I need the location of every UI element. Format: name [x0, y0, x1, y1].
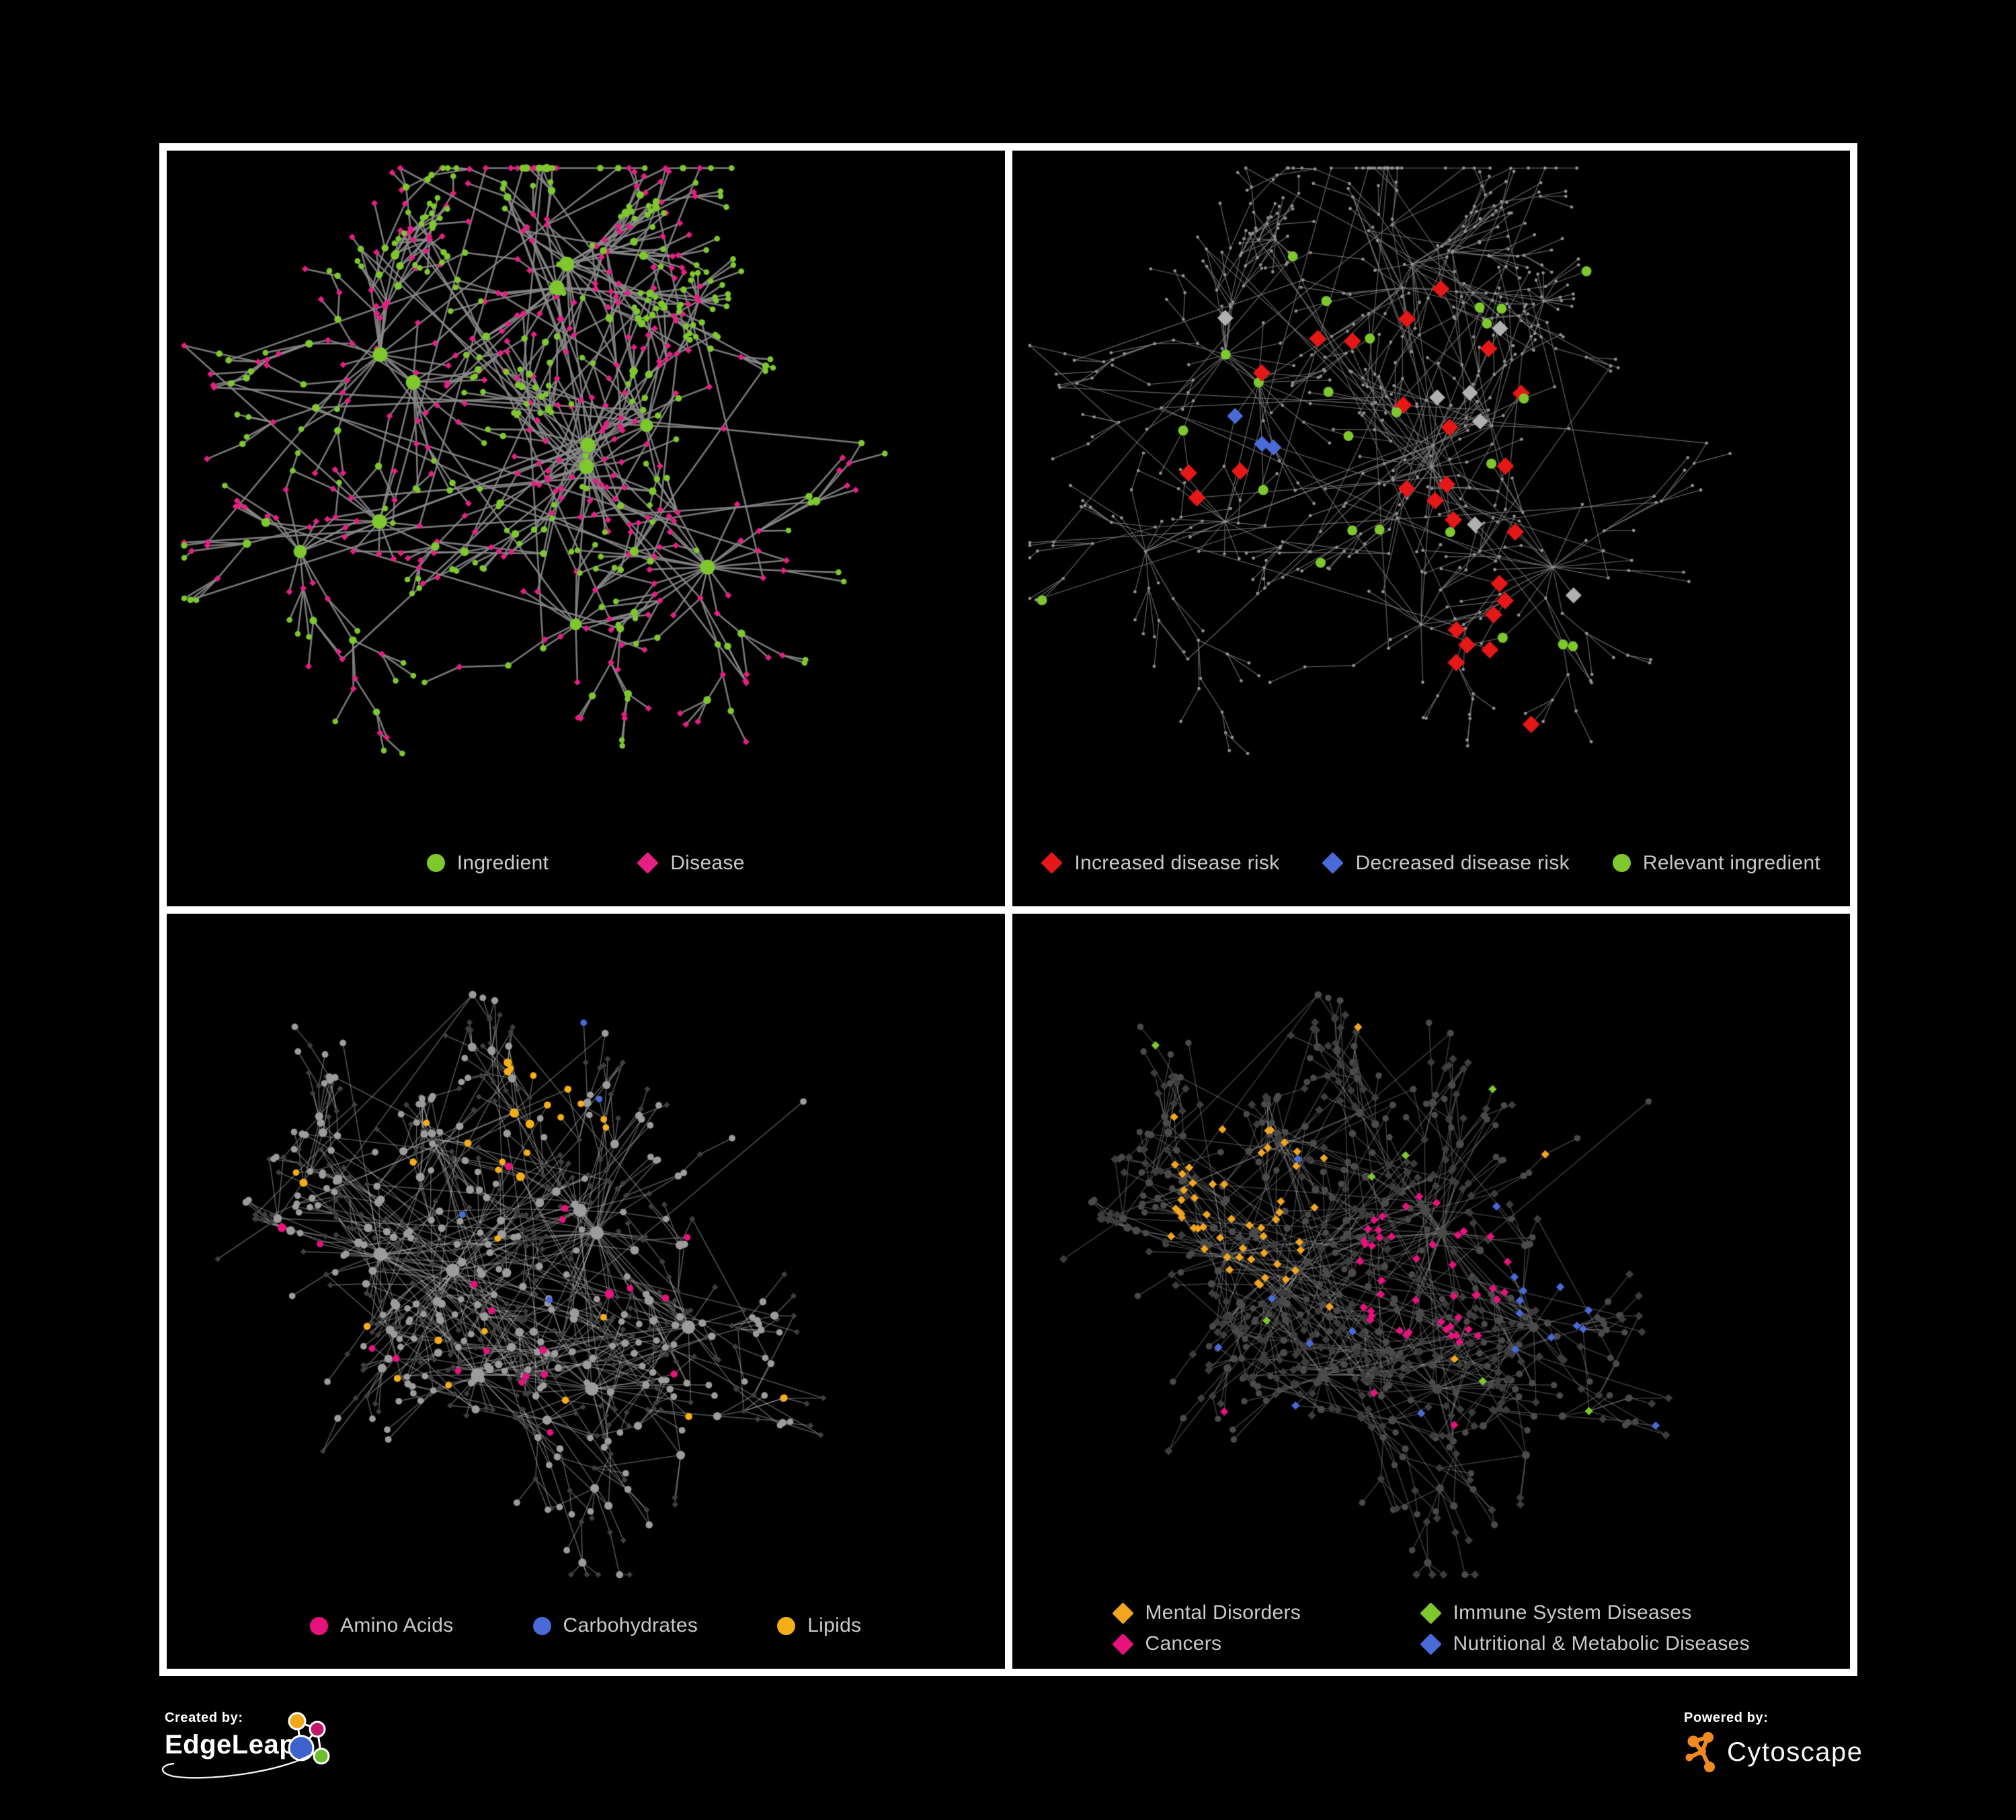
circle-marker	[777, 1616, 796, 1635]
created-by-label: Created by:	[165, 1710, 243, 1725]
circle-marker	[1612, 854, 1631, 872]
diamond-marker	[1419, 1632, 1442, 1655]
panel-ingredient-disease: Ingredient Disease	[167, 151, 1005, 906]
disease-class-network-canvas	[1012, 913, 1850, 1593]
legend-label: Immune System Diseases	[1453, 1601, 1692, 1624]
legend-item: Carbohydrates	[532, 1614, 698, 1637]
legend-item: Immune System Diseases	[1419, 1601, 1750, 1624]
diamond-marker	[1419, 1601, 1442, 1624]
edgeleap-network-icon	[288, 1712, 330, 1765]
legend-item: Mental Disorders	[1111, 1601, 1420, 1624]
circle-marker	[310, 1616, 329, 1635]
legend-label: Nutritional & Metabolic Diseases	[1453, 1632, 1750, 1655]
legend-label: Cancers	[1145, 1632, 1222, 1655]
diamond-marker	[1322, 852, 1344, 874]
legend-item: Relevant ingredient	[1612, 851, 1821, 875]
legend-label: Lipids	[807, 1614, 862, 1636]
created-by-block: Created by: EdgeLeap	[161, 1710, 330, 1779]
legend-item: Cancers	[1111, 1632, 1420, 1655]
legend-item: Decreased disease risk	[1322, 851, 1570, 875]
panel-disease-risk: Increased disease risk Decreased disease …	[1012, 151, 1851, 906]
diamond-marker	[1111, 1601, 1134, 1624]
diamond-marker	[637, 852, 659, 874]
panel-ingredient-classes: Amino Acids Carbohydrates Lipids	[167, 913, 1005, 1669]
legend-label: Carbohydrates	[563, 1614, 698, 1636]
legend-item: Disease	[637, 852, 744, 875]
cytoscape-network-icon	[1685, 1732, 1715, 1772]
powered-by-label: Powered by:	[1684, 1710, 1769, 1725]
network-grid: Ingredient Disease Increased disease risk…	[159, 143, 1857, 1676]
legend-label: Relevant ingredient	[1642, 851, 1821, 874]
legend-label: Mental Disorders	[1145, 1601, 1301, 1624]
circle-marker	[426, 854, 445, 872]
legend-label: Increased disease risk	[1074, 851, 1280, 874]
legend-label: Decreased disease risk	[1355, 851, 1570, 874]
diamond-marker	[1111, 1632, 1134, 1655]
cytoscape-brand-row: Cytoscape	[1684, 1731, 1863, 1773]
ingredient-class-network-canvas	[167, 913, 1005, 1593]
powered-by-block: Powered by: Cytoscape	[1684, 1710, 1863, 1773]
cytoscape-wordmark: Cytoscape	[1727, 1737, 1863, 1767]
legend-2: Increased disease risk Decreased disease …	[1012, 831, 1851, 906]
legend-item: Increased disease risk	[1041, 852, 1279, 875]
legend-label: Disease	[670, 851, 745, 874]
legend-label: Amino Acids	[340, 1614, 454, 1636]
legend-3: Amino Acids Carbohydrates Lipids	[167, 1593, 1005, 1669]
legend-item: Amino Acids	[310, 1614, 453, 1637]
legend-4: Mental Disorders Immune System Diseases Ca…	[1012, 1593, 1851, 1669]
diamond-marker	[1041, 852, 1063, 874]
legend-item: Lipids	[777, 1614, 861, 1637]
legend-item: Nutritional & Metabolic Diseases	[1419, 1632, 1750, 1655]
edgeleap-brand-row: EdgeLeap	[161, 1712, 330, 1779]
legend-label: Ingredient	[456, 851, 549, 874]
panel-disease-classes: Mental Disorders Immune System Diseases Ca…	[1012, 913, 1851, 1669]
disease-risk-network-canvas	[1012, 151, 1850, 831]
legend-1: Ingredient Disease	[167, 831, 1005, 906]
circle-marker	[532, 1616, 551, 1635]
legend-item: Ingredient	[426, 851, 549, 875]
ingredient-disease-network-canvas	[167, 151, 1005, 831]
